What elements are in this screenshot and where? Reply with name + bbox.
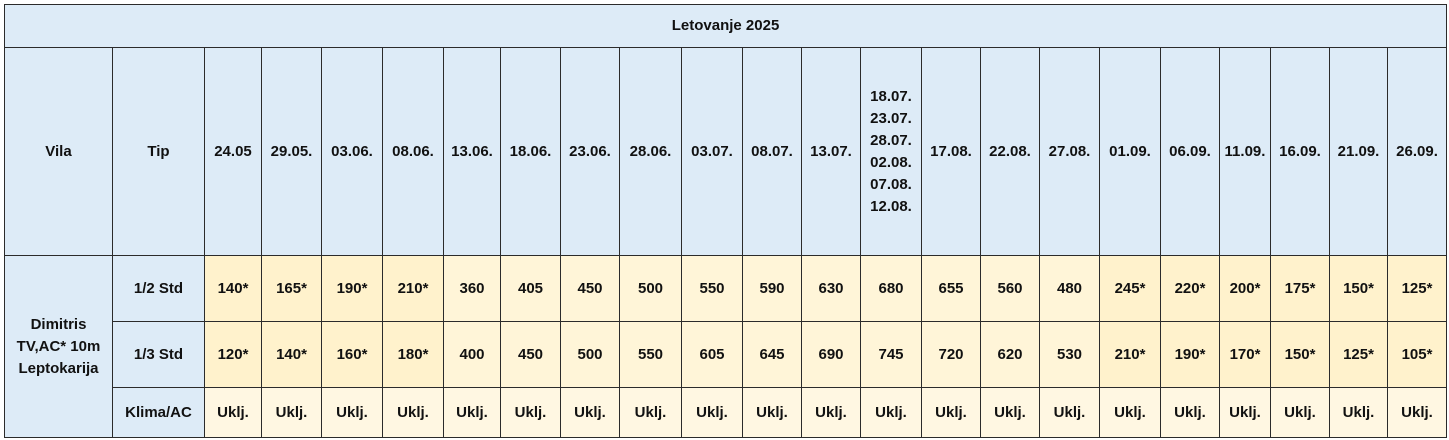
price-cell: 500 bbox=[619, 255, 682, 322]
ac-cell: Uklj. bbox=[681, 387, 743, 438]
price-cell: 480 bbox=[1039, 255, 1100, 322]
price-cell: 125* bbox=[1386, 255, 1448, 322]
price-cell: 720 bbox=[921, 321, 981, 388]
price-cell: 360 bbox=[443, 255, 501, 322]
price-cell: 175* bbox=[1270, 255, 1330, 322]
price-cell: 690 bbox=[801, 321, 861, 388]
price-cell: 400 bbox=[443, 321, 501, 388]
price-cell: 605 bbox=[681, 321, 743, 388]
price-cell: 140* bbox=[261, 321, 322, 388]
column-header: 08.07. bbox=[742, 47, 802, 256]
price-cell: 550 bbox=[681, 255, 743, 322]
column-header: 06.09. bbox=[1160, 47, 1220, 256]
price-cell: 210* bbox=[1099, 321, 1161, 388]
price-cell: 630 bbox=[801, 255, 861, 322]
data-row: Dimitris TV,AC* 10m Leptokarija 1/2 Std 14… bbox=[4, 255, 1448, 438]
ac-cell: Uklj. bbox=[1099, 387, 1161, 438]
price-cell: 190* bbox=[1160, 321, 1220, 388]
room-type: 1/3 Std bbox=[112, 321, 205, 388]
price-cell: 210* bbox=[382, 255, 444, 322]
price-cell: 500 bbox=[560, 321, 620, 388]
price-cell: 620 bbox=[980, 321, 1040, 388]
column-header: 28.06. bbox=[619, 47, 682, 256]
price-cell: 220* bbox=[1160, 255, 1220, 322]
price-cell: 560 bbox=[980, 255, 1040, 322]
column-header: 27.08. bbox=[1039, 47, 1100, 256]
price-cell: 165* bbox=[261, 255, 322, 322]
room-type: Klima/AC bbox=[112, 387, 205, 438]
ac-cell: Uklj. bbox=[980, 387, 1040, 438]
ac-cell: Uklj. bbox=[204, 387, 262, 438]
price-cell: 140* bbox=[204, 255, 262, 322]
column-header: Vila bbox=[4, 47, 113, 256]
column-header: 11.09. bbox=[1219, 47, 1271, 256]
price-cell: 655 bbox=[921, 255, 981, 322]
title-row: Letovanje 2025 bbox=[3, 4, 1448, 48]
column-header: 03.06. bbox=[321, 47, 383, 256]
ac-cell: Uklj. bbox=[619, 387, 682, 438]
price-cell: 450 bbox=[560, 255, 620, 322]
ac-cell: Uklj. bbox=[1270, 387, 1330, 438]
column-header: Tip bbox=[112, 47, 205, 256]
ac-cell: Uklj. bbox=[801, 387, 861, 438]
ac-cell: Uklj. bbox=[1219, 387, 1271, 438]
price-cell: 190* bbox=[321, 255, 383, 322]
column-header: 01.09. bbox=[1099, 47, 1161, 256]
price-cell: 105* bbox=[1386, 321, 1448, 388]
ac-cell: Uklj. bbox=[1039, 387, 1100, 438]
ac-cell: Uklj. bbox=[742, 387, 802, 438]
ac-cell: Uklj. bbox=[921, 387, 981, 438]
price-cell: 160* bbox=[321, 321, 383, 388]
column-header: 23.06. bbox=[560, 47, 620, 256]
column-header: 17.08. bbox=[921, 47, 981, 256]
column-header: 26.09. bbox=[1386, 47, 1448, 256]
price-cell: 645 bbox=[742, 321, 802, 388]
column-header: 24.05 bbox=[204, 47, 262, 256]
price-cell: 150* bbox=[1270, 321, 1330, 388]
ac-cell: Uklj. bbox=[321, 387, 383, 438]
ac-cell: Uklj. bbox=[560, 387, 620, 438]
price-cell: 200* bbox=[1219, 255, 1271, 322]
column-header: 13.07. bbox=[801, 47, 861, 256]
price-cell: 680 bbox=[860, 255, 922, 322]
ac-cell: Uklj. bbox=[261, 387, 322, 438]
column-header: 08.06. bbox=[382, 47, 444, 256]
ac-cell: Uklj. bbox=[1386, 387, 1448, 438]
room-type: 1/2 Std bbox=[112, 255, 205, 322]
vila-name: Dimitris TV,AC* 10m Leptokarija bbox=[4, 255, 113, 438]
column-header: 13.06. bbox=[443, 47, 501, 256]
ac-cell: Uklj. bbox=[382, 387, 444, 438]
column-header: 18.06. bbox=[500, 47, 561, 256]
data-row: 1/3 Std 120* 140* 160* 180* 400 450 500 550 605 64… bbox=[5, 321, 1448, 388]
price-cell: 590 bbox=[742, 255, 802, 322]
price-cell: 120* bbox=[204, 321, 262, 388]
column-header: 03.07. bbox=[681, 47, 743, 256]
price-cell: 745 bbox=[860, 321, 922, 388]
table-title: Letovanje 2025 bbox=[3, 4, 1448, 48]
price-cell: 530 bbox=[1039, 321, 1100, 388]
ac-cell: Uklj. bbox=[1329, 387, 1388, 438]
price-cell: 170* bbox=[1219, 321, 1271, 388]
table-body: Letovanje 2025 Vila Tip 24.05 29.05. 03.06. 08… bbox=[3, 4, 1448, 438]
price-cell: 150* bbox=[1329, 255, 1388, 322]
price-cell: 125* bbox=[1329, 321, 1388, 388]
ac-cell: Uklj. bbox=[443, 387, 501, 438]
ac-cell: Uklj. bbox=[860, 387, 922, 438]
price-cell: 550 bbox=[619, 321, 682, 388]
column-header: 22.08. bbox=[980, 47, 1040, 256]
data-row: Klima/AC Uklj. Uklj. Uklj. Uklj. Uklj. Uklj. Uk… bbox=[5, 387, 1448, 438]
price-table: Letovanje 2025 Vila Tip 24.05 29.05. 03.06. 08… bbox=[3, 4, 1448, 438]
price-cell: 405 bbox=[500, 255, 561, 322]
column-header: 21.09. bbox=[1329, 47, 1388, 256]
ac-cell: Uklj. bbox=[500, 387, 561, 438]
ac-cell: Uklj. bbox=[1160, 387, 1220, 438]
header-row: Vila Tip 24.05 29.05. 03.06. 08.06. 13.06. 18.0… bbox=[4, 47, 1448, 256]
price-cell: 245* bbox=[1099, 255, 1161, 322]
column-header: 29.05. bbox=[261, 47, 322, 256]
column-header: 16.09. bbox=[1270, 47, 1330, 256]
price-cell: 180* bbox=[382, 321, 444, 388]
column-header: 18.07. 23.07. 28.07. 02.08. 07.08. 12.08… bbox=[860, 47, 922, 256]
price-cell: 450 bbox=[500, 321, 561, 388]
